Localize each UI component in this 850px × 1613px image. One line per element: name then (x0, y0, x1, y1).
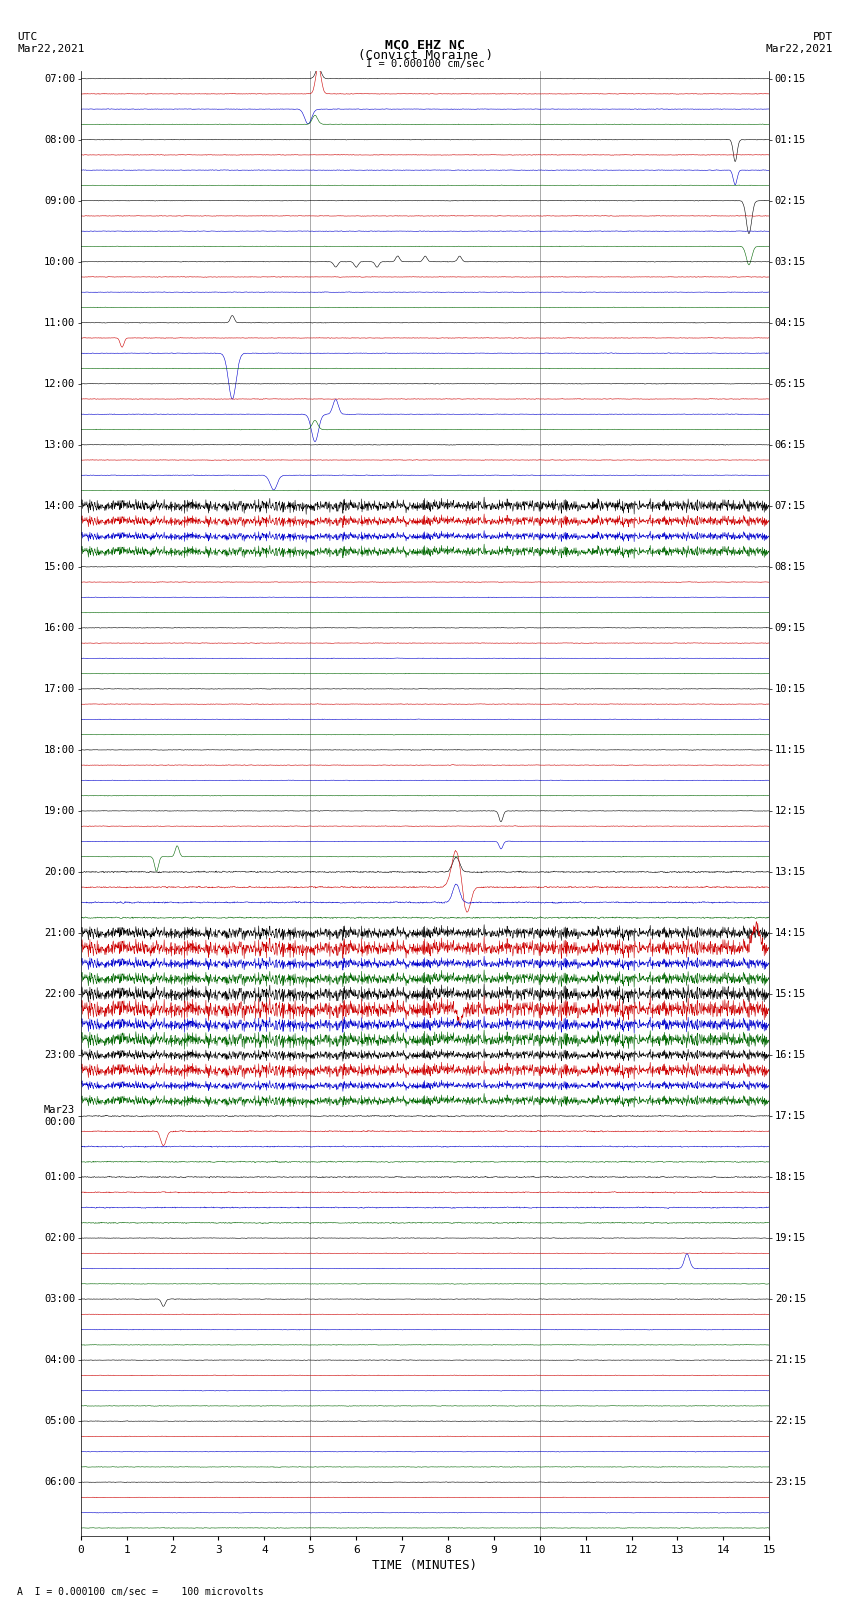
X-axis label: TIME (MINUTES): TIME (MINUTES) (372, 1558, 478, 1571)
Text: UTC: UTC (17, 32, 37, 42)
Text: Mar22,2021: Mar22,2021 (17, 44, 84, 53)
Text: Mar22,2021: Mar22,2021 (766, 44, 833, 53)
Text: MCO EHZ NC: MCO EHZ NC (385, 39, 465, 52)
Text: PDT: PDT (813, 32, 833, 42)
Text: I = 0.000100 cm/sec: I = 0.000100 cm/sec (366, 60, 484, 69)
Text: A  I = 0.000100 cm/sec =    100 microvolts: A I = 0.000100 cm/sec = 100 microvolts (17, 1587, 264, 1597)
Text: (Convict Moraine ): (Convict Moraine ) (358, 50, 492, 63)
